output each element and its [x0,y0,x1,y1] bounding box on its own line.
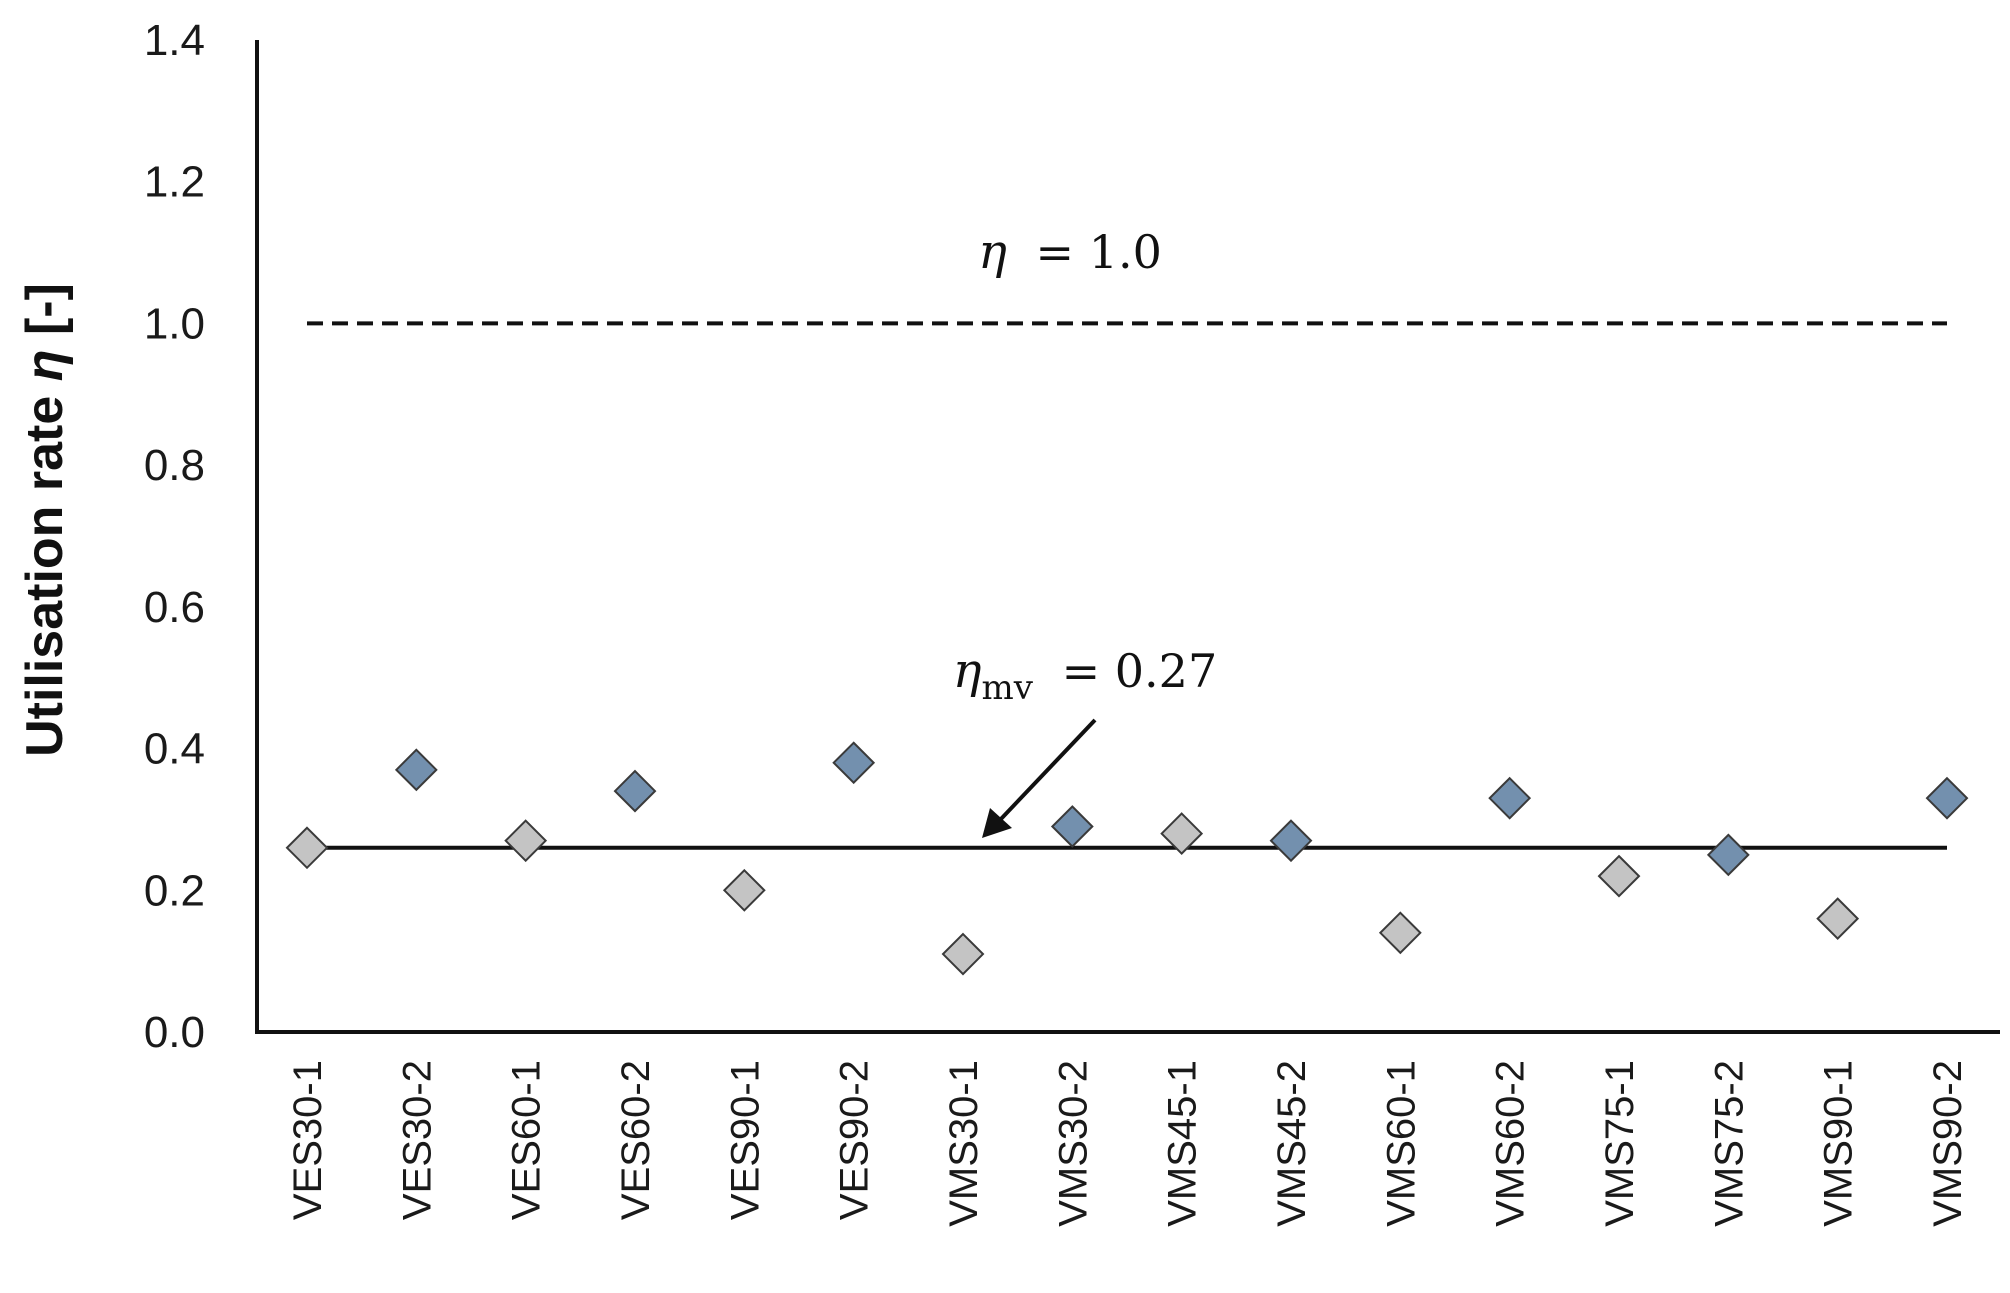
x-category-label: VMS45-2 [1270,1060,1314,1227]
data-point-ves60-1 [504,819,548,863]
x-category-label: VMS45-1 [1161,1060,1205,1227]
y-axis-ticks: 0.0 0.2 0.4 0.6 0.8 1.0 1.2 1.4 [144,16,205,1057]
x-category-label: VES90-1 [723,1060,767,1220]
axes [255,40,2000,1034]
y-tick-label: 0.2 [144,866,205,915]
x-category-label: VMS90-1 [1817,1060,1861,1227]
x-category-label: VES60-2 [614,1060,658,1220]
y-tick-label: 0.0 [144,1008,205,1057]
data-points [285,741,1969,976]
x-category-label: VMS90-2 [1926,1060,1970,1227]
data-point-vms45-1 [1160,812,1204,856]
data-point-ves30-2 [394,748,438,792]
data-point-vms75-2 [1706,833,1750,877]
y-axis-title: Utilisation rate η [-] [16,283,74,757]
data-point-vms90-2 [1925,776,1969,820]
y-tick-label: 0.6 [144,583,205,632]
y-tick-label: 0.4 [144,725,205,774]
x-axis-category-labels: VES30-1 VES30-2 VES60-1 VES60-2 VES90-1 VES90… [286,1060,1970,1227]
data-point-vms60-1 [1378,911,1422,955]
data-point-ves60-2 [613,769,657,813]
y-tick-label: 1.4 [144,16,205,65]
x-category-label: VMS75-2 [1707,1060,1751,1227]
x-category-label: VES30-2 [395,1060,439,1220]
mean-line-label: ηmv = 0.27 [953,643,1217,710]
data-point-vms45-2 [1269,819,1313,863]
x-category-label: VES30-1 [286,1060,330,1220]
data-point-ves90-2 [832,741,876,785]
data-point-vms60-2 [1488,776,1532,820]
x-category-label: VES60-1 [505,1060,549,1220]
mean-annotation-arrow [982,718,1097,838]
x-category-label: VMS60-1 [1379,1060,1423,1227]
x-category-label: VMS30-1 [942,1060,986,1227]
data-point-vms90-1 [1816,897,1860,941]
y-tick-label: 1.0 [144,299,205,348]
reference-lines [300,321,1947,850]
x-category-label: VMS75-1 [1598,1060,1642,1227]
data-point-vms30-2 [1050,805,1094,848]
data-point-ves90-1 [722,868,766,912]
data-point-ves30-1 [285,826,329,870]
data-point-vms75-1 [1597,854,1641,898]
y-tick-label: 0.8 [144,441,205,490]
limit-line-label: η = 1.0 [978,224,1162,280]
y-tick-label: 1.2 [144,158,205,207]
x-category-label: VMS30-2 [1051,1060,1095,1227]
data-point-vms30-1 [941,932,985,976]
x-category-label: VES90-2 [833,1060,877,1220]
x-category-label: VMS60-2 [1489,1060,1533,1227]
